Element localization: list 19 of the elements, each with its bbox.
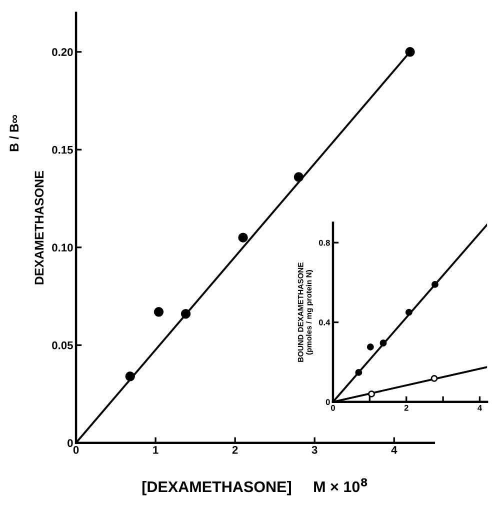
x-tick-label: 2 — [404, 404, 408, 411]
x-tick-label: 0 — [73, 446, 79, 454]
y-tick-label: 0.8 — [318, 240, 330, 246]
y-tick-label: 0.15 — [52, 146, 73, 154]
x-tick-label: 3 — [312, 446, 318, 454]
text: B / B∞ — [9, 114, 19, 152]
y-tick-label: 0.4 — [318, 319, 330, 326]
y-axis-title: DEXAMETHASONE — [34, 171, 44, 284]
x-tick-label: 2 — [232, 446, 238, 454]
x-axis-title: [DEXAMETHASONE] M × 10$^{8}$ — [142, 478, 368, 496]
y-tick-label: 0.20 — [52, 48, 73, 56]
y-tick-label: 0 — [326, 399, 330, 406]
x-tick-label: 4 — [391, 446, 398, 454]
x-tick-label: 0 — [331, 404, 335, 411]
x-tick-label: 1 — [153, 446, 158, 454]
y-tick-label: 0.05 — [52, 341, 73, 350]
y-tick-label: 0 — [68, 439, 73, 448]
x-tick-label: 4 — [478, 405, 482, 411]
y-tick-label: 0.10 — [52, 244, 73, 252]
